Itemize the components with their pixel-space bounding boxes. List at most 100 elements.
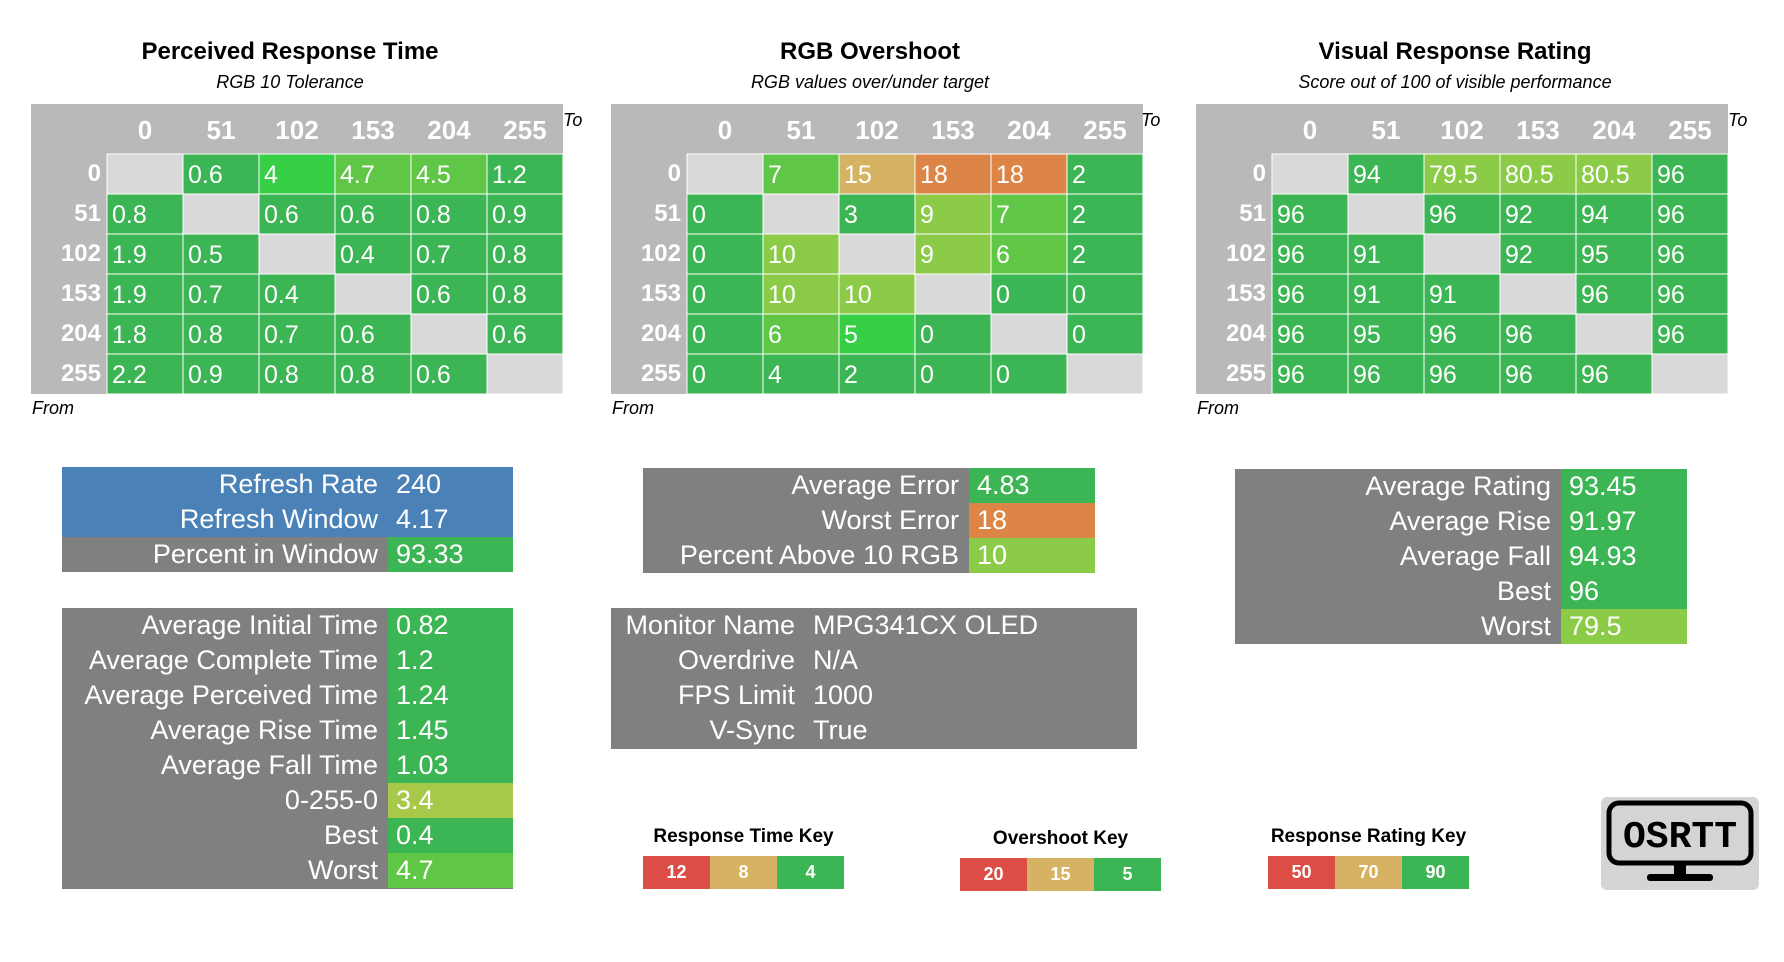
col-header: 51 xyxy=(787,115,816,145)
heatmap-cell xyxy=(1423,153,1501,195)
heatmap-cell xyxy=(1066,193,1144,235)
panel-row-value: 4.83 xyxy=(969,468,1095,503)
key-cell: 8 xyxy=(710,856,777,889)
heatmap-cell xyxy=(182,353,260,395)
row-header: 255 xyxy=(1226,360,1266,387)
panel-row-label: Average Rating xyxy=(1365,471,1551,501)
heatmap-cell-value: 91 xyxy=(1429,281,1457,309)
heatmap-cell-value: 91 xyxy=(1353,281,1381,309)
panel-row-value: N/A xyxy=(813,645,859,675)
refresh-panel: Refresh Rate 240 Refresh Window 4.17 Percent… xyxy=(62,467,513,572)
heatmap-cell xyxy=(838,193,916,235)
heatmap-cell-value: 96 xyxy=(1657,321,1685,349)
heatmap-cell-value: 1.8 xyxy=(112,321,147,349)
heatmap-cell xyxy=(1066,313,1144,355)
panel-row: Average Fall 94.93 xyxy=(1235,539,1687,574)
heatmap-cell-value: 10 xyxy=(768,281,796,309)
heatmap-cell xyxy=(1499,153,1577,195)
col-header: 102 xyxy=(275,115,318,145)
heatmap-cell xyxy=(914,313,992,355)
col-header: 51 xyxy=(207,115,236,145)
heatmap-cell-value: 0 xyxy=(920,361,934,389)
panel-row: Worst 4.7 xyxy=(62,853,513,888)
panel-row: Average Rise Time 1.45 xyxy=(62,713,513,748)
heatmap-cell-value: 0.5 xyxy=(188,241,223,269)
heatmap-cell-value: 0.8 xyxy=(492,241,527,269)
heatmap-cell xyxy=(1271,353,1349,395)
panel-row-value: 10 xyxy=(969,538,1095,573)
heatmap-cell-value: 96 xyxy=(1505,321,1533,349)
panel-row-value: MPG341CX OLED xyxy=(813,610,1039,640)
panel-row: FPS Limit 1000 xyxy=(611,678,1137,713)
panel-row-value: 94.93 xyxy=(1561,539,1687,574)
heatmap-cell xyxy=(334,193,412,235)
heatmap-cell xyxy=(182,193,260,235)
heatmap-cell xyxy=(1651,193,1729,235)
rating-key: 50 70 90 xyxy=(1268,856,1469,889)
row-header: 0 xyxy=(668,160,681,187)
heatmap-cell-value: 0 xyxy=(1072,281,1086,309)
panel-row: Overdrive N/A xyxy=(611,643,1137,678)
col-header: 102 xyxy=(855,115,898,145)
heatmap-cell xyxy=(1575,353,1653,395)
heatmap-cell xyxy=(1651,233,1729,275)
heatmap-cell-value: 10 xyxy=(768,241,796,269)
heatmap-cell-value: 91 xyxy=(1353,241,1381,269)
heatmap-cell xyxy=(410,153,488,195)
heatmap-cell xyxy=(1651,313,1729,355)
heatmap-cell xyxy=(410,353,488,395)
heatmap-cell xyxy=(106,273,184,315)
panel-row: Worst Error 18 xyxy=(643,503,1095,538)
heatmap-cell-value: 0.9 xyxy=(492,201,527,229)
heatmap-title-overshoot: RGB Overshoot xyxy=(779,38,961,65)
heatmap-cell xyxy=(106,313,184,355)
col-header: 204 xyxy=(1007,115,1051,145)
panel-row: Average Perceived Time 1.24 xyxy=(62,678,513,713)
heatmap-cell-value: 0.6 xyxy=(416,361,451,389)
key-cell: 50 xyxy=(1268,856,1335,889)
heatmap-cell xyxy=(1499,313,1577,355)
from-label-rating: From xyxy=(1197,398,1239,418)
heatmap-cell xyxy=(486,353,564,395)
heatmap-cell xyxy=(990,153,1068,195)
col-header: 51 xyxy=(1372,115,1401,145)
heatmap-cell xyxy=(1347,193,1425,235)
heatmap-cell xyxy=(1271,233,1349,275)
heatmap-cell-value: 96 xyxy=(1277,361,1305,389)
heatmap-cell xyxy=(686,193,764,235)
heatmap-cell xyxy=(182,273,260,315)
heatmap-cell-value: 0.7 xyxy=(264,321,299,349)
panel-row-value: 0.4 xyxy=(388,818,513,853)
overshoot-panel: Average Error 4.83 Worst Error 18 Percent Ab… xyxy=(643,468,1095,573)
heatmap-cell-value: 0.6 xyxy=(188,161,223,189)
overshoot-key: 20 15 5 xyxy=(960,858,1161,891)
heatmap-cell-value: 96 xyxy=(1277,201,1305,229)
heatmap-cell-value: 10 xyxy=(844,281,872,309)
heatmap-cell xyxy=(686,273,764,315)
heatmap-header-band xyxy=(1196,104,1728,154)
panel-row-value: 96 xyxy=(1561,574,1687,609)
panel-row-value: 93.45 xyxy=(1561,469,1687,504)
heatmap-cell-value: 96 xyxy=(1429,321,1457,349)
heatmap-cell xyxy=(762,193,840,235)
col-header: 204 xyxy=(1592,115,1636,145)
heatmap-cell xyxy=(838,273,916,315)
heatmap-cell xyxy=(1499,233,1577,275)
heatmap-cell xyxy=(1575,273,1653,315)
heatmap-cell xyxy=(1499,273,1577,315)
panel-row-value: 18 xyxy=(969,503,1095,538)
heatmap-cell-value: 0.8 xyxy=(340,361,375,389)
heatmap-cell xyxy=(1499,193,1577,235)
row-header: 51 xyxy=(654,200,681,227)
heatmap-cell-value: 0 xyxy=(996,361,1010,389)
heatmap-cell-value: 1.9 xyxy=(112,281,147,309)
heatmap-subtitle-response: RGB 10 Tolerance xyxy=(216,72,364,92)
heatmap-cell-value: 15 xyxy=(844,161,872,189)
to-label-response: To xyxy=(563,110,583,130)
key-cell: 4 xyxy=(777,856,844,889)
heatmap-cell-value: 4 xyxy=(264,161,278,189)
heatmap-cell-value: 0.6 xyxy=(340,201,375,229)
heatmap-cell xyxy=(1066,273,1144,315)
heatmap-row-header-band xyxy=(611,154,687,394)
heatmap-cell-value: 80.5 xyxy=(1581,161,1630,189)
